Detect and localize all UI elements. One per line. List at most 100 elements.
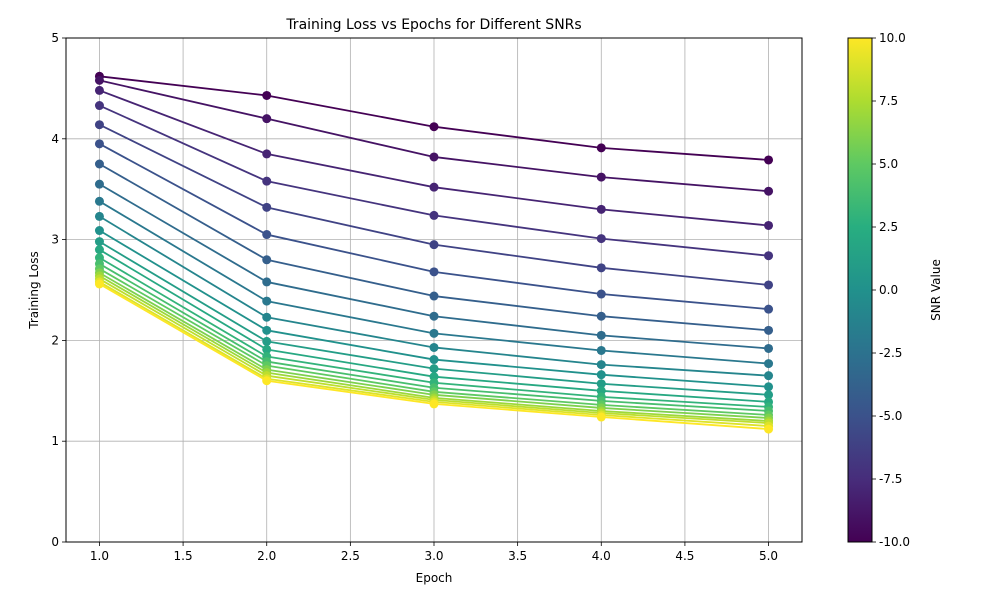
data-point xyxy=(262,312,272,322)
data-point xyxy=(764,220,774,230)
colorbar-tick-label: -10.0 xyxy=(879,535,910,549)
colorbar-axis: -10.0 -7.5 -5.0 -2.5 0.0 2.5 5.0 7.5 10.0 xyxy=(872,31,910,549)
data-point xyxy=(596,360,606,370)
data-point xyxy=(764,424,774,434)
data-point xyxy=(94,75,104,85)
y-tick-label: 5 xyxy=(51,31,59,45)
data-point xyxy=(94,101,104,111)
colorbar-tick-label: 0.0 xyxy=(879,283,898,297)
x-tick-label: 5.0 xyxy=(759,549,778,563)
data-point xyxy=(262,202,272,212)
data-point xyxy=(262,230,272,240)
data-point xyxy=(429,342,439,352)
colorbar-tick-label: -2.5 xyxy=(879,346,902,360)
x-axis-label: Epoch xyxy=(416,571,453,585)
data-point xyxy=(596,379,606,389)
data-point xyxy=(429,364,439,374)
data-point xyxy=(596,172,606,182)
data-point xyxy=(262,114,272,124)
colorbar-tick-label: -5.0 xyxy=(879,409,902,423)
data-point xyxy=(94,237,104,247)
data-point xyxy=(764,390,774,400)
data-point xyxy=(429,210,439,220)
colorbar-tick-label: 10.0 xyxy=(879,31,906,45)
x-tick-label: 2.0 xyxy=(257,549,276,563)
data-point xyxy=(262,176,272,186)
data-point xyxy=(596,311,606,321)
data-point xyxy=(596,370,606,380)
x-axis: 1.0 1.5 2.0 2.5 3.0 3.5 4.0 4.5 5.0 xyxy=(90,542,778,563)
data-point xyxy=(262,296,272,306)
data-point xyxy=(764,371,774,381)
data-point xyxy=(94,245,104,255)
data-point xyxy=(262,277,272,287)
x-tick-label: 1.0 xyxy=(90,549,109,563)
data-point xyxy=(429,122,439,132)
data-point xyxy=(429,182,439,192)
data-point xyxy=(429,240,439,250)
data-point xyxy=(596,289,606,299)
data-point xyxy=(764,155,774,165)
colorbar-label: SNR Value xyxy=(929,259,943,321)
y-tick-label: 1 xyxy=(51,434,59,448)
x-tick-label: 4.5 xyxy=(675,549,694,563)
data-point xyxy=(429,267,439,277)
colorbar xyxy=(847,37,873,543)
y-tick-label: 4 xyxy=(51,132,59,146)
data-point xyxy=(764,304,774,314)
data-point xyxy=(94,196,104,206)
data-point xyxy=(262,255,272,265)
x-tick-label: 2.5 xyxy=(341,549,360,563)
data-point xyxy=(262,376,272,386)
data-point xyxy=(262,336,272,346)
series-group xyxy=(94,71,774,434)
data-point xyxy=(429,399,439,409)
data-point xyxy=(429,328,439,338)
data-point xyxy=(262,325,272,335)
y-tick-label: 2 xyxy=(51,333,59,347)
data-point xyxy=(262,344,272,354)
colorbar-tick-label: 7.5 xyxy=(879,94,898,108)
data-point xyxy=(429,152,439,162)
data-point xyxy=(764,280,774,290)
data-point xyxy=(262,90,272,100)
x-tick-label: 1.5 xyxy=(174,549,193,563)
data-point xyxy=(262,149,272,159)
data-point xyxy=(596,263,606,273)
data-point xyxy=(764,251,774,261)
x-tick-label: 3.0 xyxy=(424,549,443,563)
data-point xyxy=(94,85,104,95)
x-tick-label: 3.5 xyxy=(508,549,527,563)
data-point xyxy=(94,211,104,221)
data-point xyxy=(596,143,606,153)
data-point xyxy=(764,382,774,392)
y-axis-label: Training Loss xyxy=(27,251,41,329)
data-point xyxy=(764,359,774,369)
chart-title: Training Loss vs Epochs for Different SN… xyxy=(285,17,581,33)
data-point xyxy=(429,355,439,365)
data-point xyxy=(764,343,774,353)
data-point xyxy=(596,204,606,214)
data-point xyxy=(94,120,104,130)
data-point xyxy=(764,186,774,196)
y-tick-label: 3 xyxy=(51,233,59,247)
data-point xyxy=(94,139,104,149)
x-tick-label: 4.0 xyxy=(592,549,611,563)
data-point xyxy=(764,325,774,335)
data-point xyxy=(429,311,439,321)
data-point xyxy=(94,159,104,169)
data-point xyxy=(94,179,104,189)
colorbar-tick-label: -7.5 xyxy=(879,472,902,486)
y-axis: 0 1 2 3 4 5 xyxy=(51,31,66,549)
data-point xyxy=(596,412,606,422)
data-point xyxy=(596,330,606,340)
data-point xyxy=(94,226,104,236)
data-point xyxy=(94,279,104,289)
y-tick-label: 0 xyxy=(51,535,59,549)
data-point xyxy=(429,291,439,301)
colorbar-tick-label: 2.5 xyxy=(879,220,898,234)
grid-lines xyxy=(66,37,802,543)
colorbar-tick-label: 5.0 xyxy=(879,157,898,171)
data-point xyxy=(596,345,606,355)
